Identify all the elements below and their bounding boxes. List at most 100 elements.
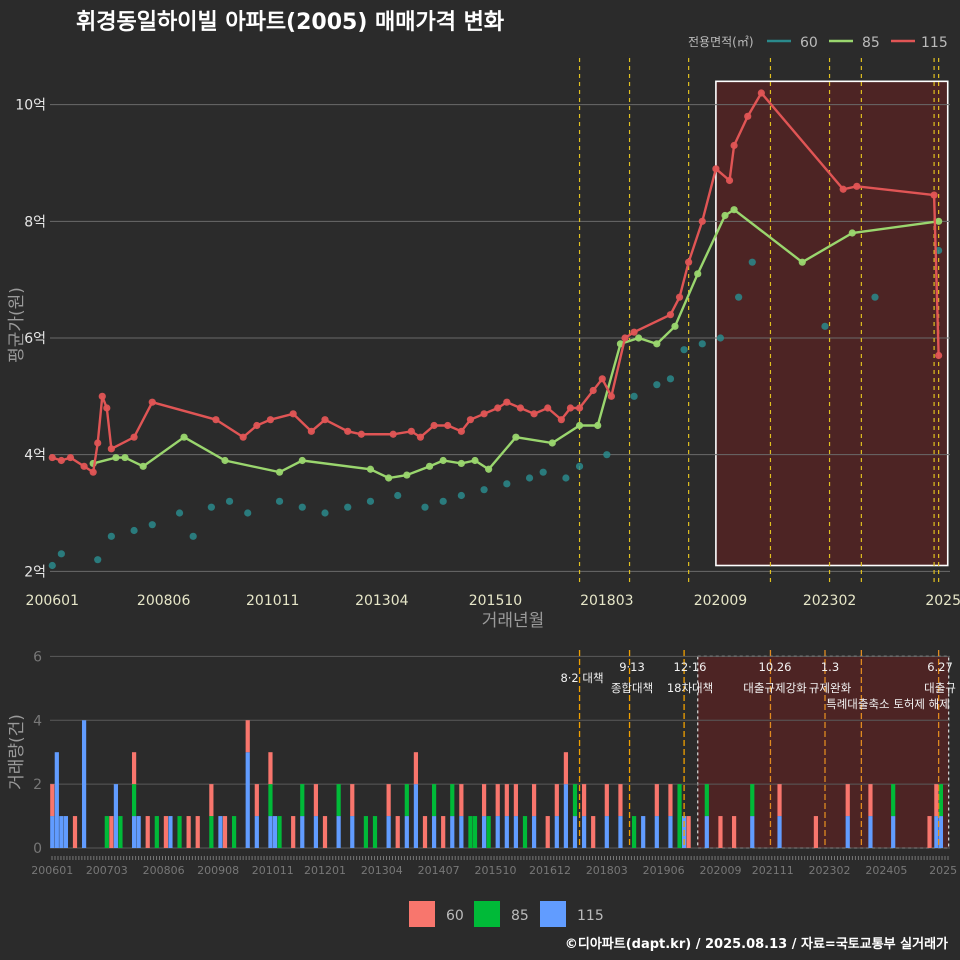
bar-115: [268, 816, 273, 848]
data-point-115: [57, 456, 65, 465]
data-point-85: [457, 459, 465, 468]
data-point-115: [239, 433, 247, 441]
data-point-85: [730, 206, 738, 214]
bar-60: [441, 816, 446, 848]
highlight-box: [715, 80, 949, 567]
bar-85: [486, 816, 491, 848]
bar-85: [177, 816, 182, 848]
bar-115: [668, 816, 673, 848]
data-point-60: [439, 497, 447, 505]
bottom-x-tick-label: 201612: [529, 864, 571, 877]
bar-115: [654, 816, 659, 848]
bar-115: [891, 816, 896, 848]
bottom-policy-lines: 8·2 대책 9·13 종합대책 12·16 18차대책 10.26 대출규제강화 1.3 규제…: [560, 0, 956, 848]
data-point-115: [930, 191, 938, 199]
data-point-115: [621, 334, 629, 342]
data-point-60: [148, 521, 156, 529]
bar-115: [413, 784, 419, 848]
bar-85: [468, 816, 473, 848]
data-point-60: [716, 334, 725, 342]
data-point-115: [839, 185, 847, 193]
bar-85: [704, 784, 709, 817]
bottom-grid: [50, 655, 950, 849]
bar-115: [504, 816, 509, 848]
data-point-60: [480, 486, 488, 494]
bar-115: [313, 816, 319, 848]
bar-85: [277, 816, 282, 848]
data-point-60: [525, 474, 534, 482]
bottom-x-tick-label: 200601: [31, 864, 73, 877]
data-point-60: [748, 258, 756, 266]
bar-115: [868, 816, 873, 848]
bottom-x-tick-label: 201304: [361, 864, 403, 877]
bar-60: [654, 784, 659, 817]
bar-115: [704, 816, 709, 848]
policy-text-label: 대출규: [924, 681, 956, 695]
bottom-legend-label-60: 60: [446, 908, 464, 924]
data-point-60: [321, 509, 329, 517]
y-tick-label: 8억: [24, 214, 46, 230]
data-point-60: [394, 491, 402, 500]
bottom-x-tick-label: 201011: [252, 864, 294, 877]
bar-85: [450, 784, 455, 817]
bar-85: [572, 784, 578, 817]
data-point-85: [385, 474, 393, 482]
bar-60: [195, 816, 200, 848]
data-point-115: [148, 398, 156, 406]
series-line-115: [51, 90, 940, 475]
bar-115: [938, 816, 944, 848]
bar-85: [677, 784, 682, 848]
bar-115: [845, 816, 850, 848]
bar-60: [777, 784, 782, 817]
y-axis-title: 평균가(원): [7, 287, 27, 363]
bar-115: [136, 816, 141, 848]
bottom-x-tick-label: 200806: [143, 864, 185, 877]
data-point-85: [139, 462, 147, 470]
data-point-85: [653, 340, 661, 348]
policy-text-label: 규제완화: [809, 681, 852, 695]
bottom-y-axis-title: 거래량(건): [7, 714, 27, 790]
bar-60: [668, 784, 673, 817]
bar-115: [563, 784, 569, 848]
data-point-60: [539, 468, 547, 476]
data-point-115: [80, 462, 88, 470]
x-tick-label: 201304: [355, 593, 409, 609]
bar-60: [413, 752, 419, 785]
data-point-115: [321, 416, 329, 424]
data-point-60: [630, 392, 638, 400]
bar-60: [313, 784, 319, 817]
y-tick-label: 10억: [15, 98, 46, 114]
data-point-115: [407, 427, 415, 435]
data-point-115: [103, 404, 111, 412]
policy-date-label: 9·13: [619, 660, 645, 674]
bottom-x-tick-label: 201906: [643, 864, 685, 877]
bottom-legend-swatch-115: [540, 901, 566, 927]
bottom-legend: 60 85 115: [409, 901, 604, 927]
bar-60: [395, 816, 400, 848]
data-point-60: [735, 293, 743, 301]
bar-60: [145, 816, 150, 848]
bar-115: [50, 816, 55, 848]
policy-date-label: 9.7: [879, 0, 897, 3]
data-point-60: [275, 497, 284, 505]
data-point-115: [589, 386, 597, 395]
data-point-85: [485, 465, 493, 473]
bar-115: [641, 816, 646, 848]
bar-115: [513, 816, 519, 848]
bar-115: [495, 816, 500, 848]
data-point-115: [557, 416, 565, 424]
data-point-115: [725, 176, 734, 185]
bottom-y-tick-label: 0: [33, 841, 42, 857]
data-point-115: [666, 311, 675, 319]
bar-60: [209, 784, 214, 817]
bar-60: [686, 816, 691, 848]
data-point-115: [98, 392, 106, 400]
data-point-115: [698, 217, 706, 225]
data-point-115: [516, 404, 525, 412]
bar-115: [300, 816, 305, 848]
chart-title: 휘경동일하이빌 아파트(2005) 매매가격 변화: [76, 10, 504, 35]
bar-60: [504, 784, 509, 817]
data-point-115: [675, 293, 684, 301]
y-tick-label: 4억: [24, 448, 46, 464]
bottom-x-tick-label: 201510: [474, 864, 516, 877]
